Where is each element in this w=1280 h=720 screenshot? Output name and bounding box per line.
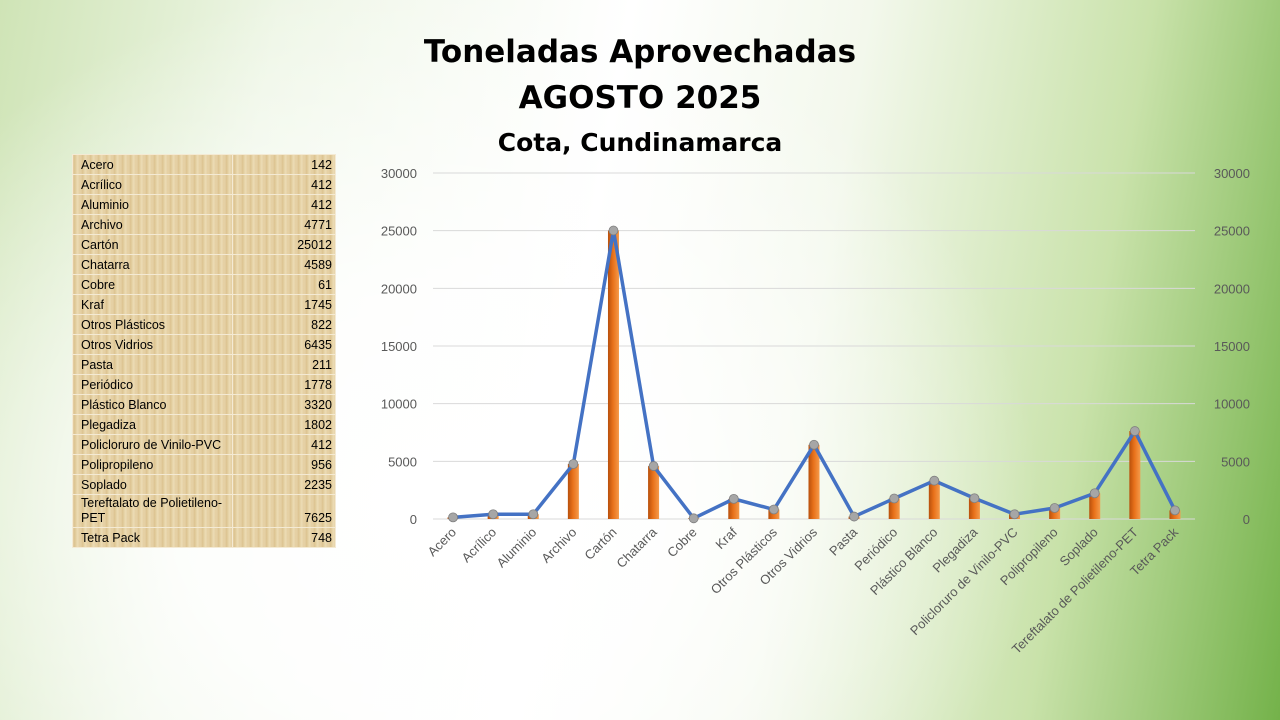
bar: [808, 444, 820, 519]
line-marker: [1170, 505, 1180, 516]
bar: [607, 230, 619, 519]
y2-tick-label: 0: [1243, 512, 1250, 527]
bar: [567, 463, 579, 519]
line-marker: [688, 513, 699, 524]
line-marker: [1009, 509, 1020, 520]
line-marker: [568, 459, 579, 469]
chart-title: Toneladas Aprovechadas: [423, 34, 857, 70]
y2-tick-label: 20000: [1214, 281, 1250, 296]
chart-subtitle: Cota, Cundinamarca: [497, 128, 783, 157]
x-tick-label: Cobre: [664, 525, 700, 561]
y-tick-label: 10000: [381, 397, 417, 412]
line-marker: [528, 509, 539, 520]
x-tick-label: Acero: [425, 525, 460, 560]
table-row: Pasta 211: [72, 354, 337, 375]
y-tick-label: 30000: [381, 166, 417, 181]
y-tick-label: 0: [410, 512, 417, 527]
line-marker: [969, 493, 980, 504]
y2-tick-label: 25000: [1214, 224, 1250, 239]
line-marker: [768, 504, 779, 515]
line-marker: [488, 509, 499, 520]
line-marker: [448, 512, 458, 523]
bar: [1089, 493, 1101, 519]
tonnage-value-cell: 1802: [231, 414, 337, 435]
material-name-cell: Tereftalato de Polietileno-PET: [72, 494, 233, 528]
tonnage-value-cell: 7625: [231, 494, 337, 528]
table-row: Aluminio 412: [72, 194, 337, 215]
tonnage-value-cell: 412: [231, 434, 337, 455]
x-tick-label: Pasta: [826, 524, 861, 559]
y2-tick-label: 15000: [1214, 339, 1250, 354]
y-tick-label: 15000: [381, 339, 417, 354]
tonnage-value-cell: 412: [231, 194, 337, 215]
material-name-cell: Otros Vidrios: [72, 334, 233, 355]
line-marker: [809, 439, 819, 450]
line-marker: [929, 475, 940, 486]
line-marker: [1049, 503, 1060, 513]
bar: [888, 498, 900, 519]
bar: [928, 480, 940, 519]
bar: [968, 498, 980, 519]
y2-tick-label: 5000: [1221, 454, 1250, 469]
data-table: Acero 142 Acrílico 412 Aluminio 412 Archivo 477…: [72, 154, 337, 548]
line-marker: [728, 493, 739, 504]
table-row: Periódico 1778: [72, 374, 337, 395]
y-tick-label: 25000: [381, 224, 417, 239]
x-tick-label: Archivo: [538, 525, 579, 566]
table-row: Tereftalato de Polietileno-PET 7625: [72, 494, 337, 528]
bar: [1129, 431, 1141, 519]
line-marker: [889, 493, 900, 504]
line-marker: [648, 461, 659, 471]
x-tick-label: Aluminio: [494, 525, 540, 571]
bar: [728, 498, 740, 519]
y-tick-label: 5000: [388, 454, 417, 469]
table-row: Soplado 2235: [72, 474, 337, 495]
x-tick-label: Chatarra: [613, 524, 660, 571]
material-name-cell: Tetra Pack: [72, 527, 233, 548]
line-marker: [1129, 426, 1140, 436]
table-row: Plástico Blanco 3320: [72, 394, 337, 415]
table-row: Tetra Pack 748: [72, 527, 337, 548]
x-tick-label: Cartón: [581, 525, 619, 563]
table-row: Cobre 61: [72, 274, 337, 295]
bar: [648, 466, 660, 519]
line-marker: [849, 511, 860, 522]
table-row: Acrílico 412: [72, 174, 337, 195]
y-tick-label: 20000: [381, 281, 417, 296]
y2-tick-label: 10000: [1214, 397, 1250, 412]
material-name-cell: Cartón: [72, 234, 233, 255]
table-row: Kraf 1745: [72, 294, 337, 315]
x-tick-label: Kraf: [712, 524, 740, 552]
y2-tick-label: 30000: [1214, 166, 1250, 181]
line-marker: [1089, 488, 1100, 499]
bar: [1049, 507, 1061, 519]
tonnage-value-cell: 25012: [231, 234, 337, 255]
tonnage-value-cell: 748: [231, 527, 337, 548]
table-row: Cartón 25012: [72, 234, 337, 255]
table-row: Otros Vidrios 6435: [72, 334, 337, 355]
line-marker: [608, 225, 619, 236]
chart-title-period: AGOSTO 2025: [518, 80, 762, 116]
material-name-cell: Periódico: [72, 374, 233, 395]
table-row: Plegadiza 1802: [72, 414, 337, 435]
